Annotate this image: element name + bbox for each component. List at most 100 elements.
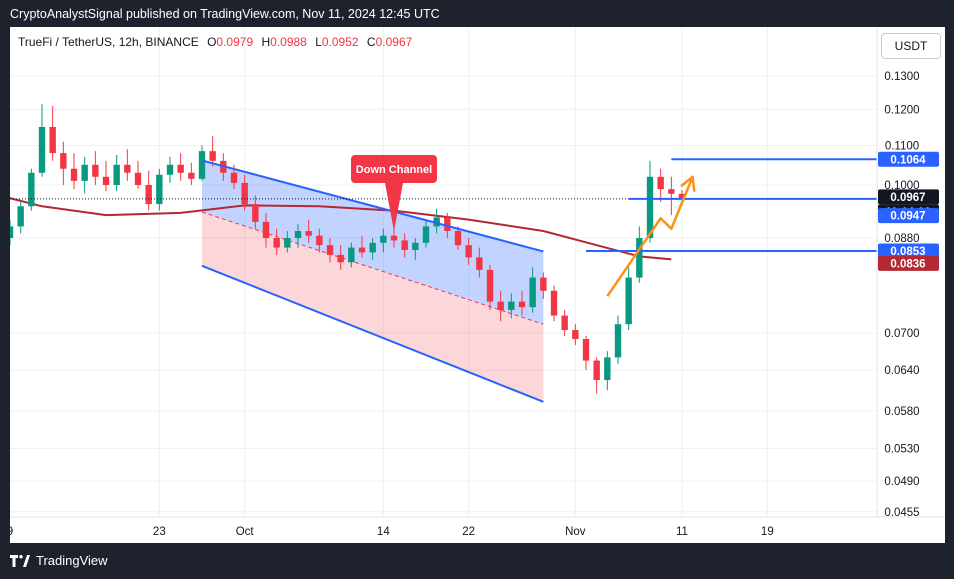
chart-legend: TrueFi / TetherUS, 12h, BINANCE O0.0979 … bbox=[18, 35, 412, 49]
candle-body bbox=[486, 269, 494, 302]
price-label-box bbox=[878, 208, 939, 224]
candle-body bbox=[550, 290, 558, 316]
chart-panel[interactable]: Down Channel 0.1300 0.1200 0.1100 0.1000 0.08… bbox=[10, 27, 945, 543]
legend-low-value: 0.0952 bbox=[321, 35, 359, 49]
y-tick-label: 0.0700 bbox=[884, 328, 919, 340]
candle-body bbox=[348, 247, 355, 263]
candle-body bbox=[134, 172, 142, 185]
candle-body bbox=[422, 226, 430, 243]
candle-body bbox=[625, 277, 632, 325]
price-label-box bbox=[878, 189, 939, 205]
candle-body bbox=[81, 164, 88, 181]
candle-body bbox=[465, 245, 472, 258]
candle-body bbox=[433, 217, 440, 227]
candle-body bbox=[145, 185, 152, 205]
y-tick-label: 0.0490 bbox=[884, 476, 919, 488]
candle-body bbox=[646, 176, 654, 239]
down-channel-callout-pointer bbox=[385, 183, 403, 232]
candle-body bbox=[508, 301, 515, 310]
grid-lines bbox=[10, 27, 877, 517]
price-label-box bbox=[878, 255, 939, 271]
candle-body bbox=[454, 231, 462, 246]
legend-high-value: 0.0988 bbox=[270, 35, 307, 49]
candle-body bbox=[38, 127, 46, 173]
candle-body bbox=[49, 127, 56, 154]
candle-body bbox=[70, 168, 78, 181]
down-channel-callout-box bbox=[351, 155, 437, 183]
x-tick-label: 19 bbox=[761, 526, 774, 538]
candle-body bbox=[401, 240, 408, 251]
candle-body bbox=[593, 360, 600, 381]
candle-body bbox=[540, 277, 547, 291]
y-tick-label: 0.0530 bbox=[884, 443, 919, 455]
x-tick-label: 22 bbox=[462, 526, 475, 538]
y-tick-label: 0.1300 bbox=[884, 71, 919, 83]
channel-lower-fill bbox=[202, 212, 544, 402]
candle-body bbox=[678, 193, 686, 199]
candle-body bbox=[102, 176, 110, 185]
legend-open-label: O bbox=[207, 35, 217, 49]
legend-symbol: TrueFi / TetherUS, 12h, BINANCE bbox=[18, 35, 199, 49]
legend-low-label: L bbox=[315, 35, 322, 49]
price-label-box bbox=[878, 243, 939, 259]
y-tick-label: 0.0455 bbox=[884, 507, 919, 519]
down-channel-label: Down Channel bbox=[356, 164, 432, 176]
candle-body bbox=[198, 151, 206, 179]
footer-brand: TradingView bbox=[10, 553, 108, 568]
candles bbox=[10, 104, 686, 394]
candle-body bbox=[518, 301, 526, 308]
y-tick-label: 0.0580 bbox=[884, 406, 919, 418]
x-tick-label: 9 bbox=[10, 526, 13, 538]
candle-body bbox=[380, 235, 387, 243]
channel-mid-line bbox=[201, 211, 544, 325]
candle-body bbox=[230, 172, 238, 183]
candle-body bbox=[113, 164, 120, 185]
candle-body bbox=[614, 324, 622, 358]
candle-body bbox=[92, 164, 99, 177]
x-tick-label: Oct bbox=[236, 526, 255, 538]
x-tick-label: Nov bbox=[565, 526, 586, 538]
candle-body bbox=[294, 231, 302, 239]
candle-body bbox=[284, 238, 291, 248]
candle-body bbox=[305, 231, 312, 236]
y-tick-label: 0.1100 bbox=[885, 140, 919, 152]
candle-body bbox=[316, 235, 323, 246]
y-tick-label: 0.1200 bbox=[884, 104, 919, 116]
candle-body bbox=[636, 238, 643, 278]
candle-body bbox=[262, 221, 270, 239]
moving-average-line bbox=[10, 197, 672, 261]
footer-brand-label: TradingView bbox=[36, 553, 108, 568]
candle-body bbox=[177, 164, 184, 173]
legend-close-value: 0.0967 bbox=[375, 35, 413, 49]
projection-arrow-line bbox=[606, 176, 694, 297]
legend-close-label: C bbox=[366, 35, 376, 49]
currency-button[interactable]: USDT bbox=[881, 33, 941, 59]
candle-body bbox=[529, 277, 536, 308]
y-tick-label: 0.0880 bbox=[884, 233, 919, 245]
price-chart[interactable]: Down Channel 0.1300 0.1200 0.1100 0.1000 0.08… bbox=[10, 27, 945, 543]
candle-body bbox=[326, 245, 334, 255]
candle-body bbox=[497, 301, 504, 310]
tradingview-logo-icon bbox=[10, 554, 30, 567]
candle-body bbox=[476, 257, 483, 270]
candle-body bbox=[17, 206, 24, 227]
candle-body bbox=[188, 172, 195, 179]
candle-body bbox=[156, 174, 163, 205]
candle-body bbox=[412, 242, 419, 251]
candle-body bbox=[444, 217, 451, 232]
candle-body bbox=[337, 254, 344, 263]
candle-body bbox=[358, 247, 366, 253]
price-label-text: 0.0967 bbox=[890, 192, 925, 204]
candle-body bbox=[273, 238, 280, 248]
legend-open-value: 0.0979 bbox=[216, 35, 254, 49]
candle-body bbox=[390, 235, 398, 241]
candle-body bbox=[209, 151, 216, 161]
candle-body bbox=[166, 164, 174, 175]
candle-body bbox=[604, 357, 611, 381]
channel-upper-line bbox=[201, 159, 544, 253]
candle-body bbox=[124, 164, 131, 173]
x-tick-label: 14 bbox=[377, 526, 390, 538]
x-tick-label: 11 bbox=[676, 526, 688, 538]
candle-body bbox=[10, 226, 14, 239]
x-tick-label: 23 bbox=[153, 526, 166, 538]
